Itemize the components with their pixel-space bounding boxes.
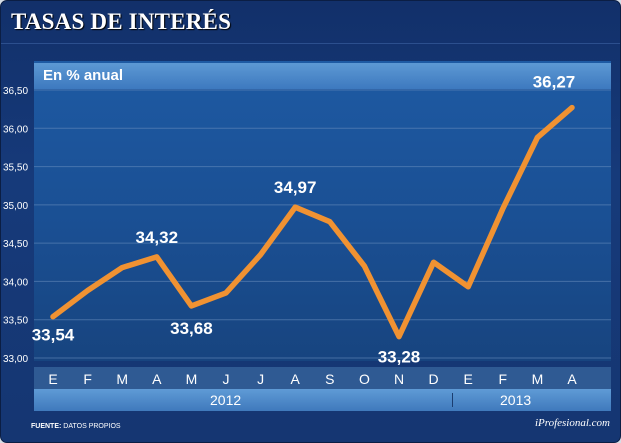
x-tick-label: O [359, 371, 370, 387]
x-tick-label: E [48, 371, 57, 387]
y-tick-label: 34,50 [3, 239, 28, 250]
y-tick-label: 36,50 [3, 86, 28, 97]
y-tick-label: 33,00 [3, 354, 28, 365]
chart-subtitle: En % anual [43, 67, 124, 84]
x-tick-label: M [532, 371, 544, 387]
x-tick-label: J [223, 371, 230, 387]
y-tick-label: 35,50 [3, 163, 28, 174]
y-tick-label: 33,50 [3, 316, 28, 327]
year-separator [452, 393, 453, 407]
x-tick-label: N [394, 371, 404, 387]
x-tick-label: S [325, 371, 334, 387]
data-label: 34,97 [274, 178, 317, 197]
data-label: 34,32 [136, 228, 179, 247]
x-tick-label: F [83, 371, 92, 387]
data-label: 33,54 [32, 326, 75, 345]
source-label: FUENTE: [31, 423, 62, 430]
x-tick-label: J [257, 371, 264, 387]
month-axis-strip [34, 367, 611, 389]
year-label-2013: 2013 [500, 392, 532, 408]
x-tick-label: A [567, 371, 577, 387]
x-tick-label: F [499, 371, 508, 387]
data-label: 36,27 [533, 73, 576, 92]
y-tick-label: 34,00 [3, 277, 28, 288]
data-label: 33,68 [170, 319, 213, 338]
x-tick-label: M [186, 371, 198, 387]
brand-logo: iProfesional.com [534, 417, 610, 429]
chart-title: TASAS DE INTERÉS [11, 9, 232, 34]
year-axis-strip: 2012 2013 [34, 389, 611, 411]
series-line [50, 104, 575, 340]
y-tick-label: 36,00 [3, 124, 28, 135]
x-tick-label: M [116, 371, 128, 387]
data-label: 33,28 [378, 348, 421, 367]
year-label-2012: 2012 [210, 392, 242, 408]
header-divider [1, 43, 620, 44]
source-text: DATOS PROPIOS [63, 423, 121, 430]
x-tick-label: D [429, 371, 439, 387]
source-note: FUENTE: DATOS PROPIOS [31, 423, 121, 430]
x-tick-label: E [464, 371, 473, 387]
plot-area [34, 61, 611, 361]
y-tick-label: 35,00 [3, 201, 28, 212]
subtitle-bar: En % anual [34, 63, 611, 89]
x-tick-label: A [152, 371, 162, 387]
x-tick-label: A [291, 371, 301, 387]
